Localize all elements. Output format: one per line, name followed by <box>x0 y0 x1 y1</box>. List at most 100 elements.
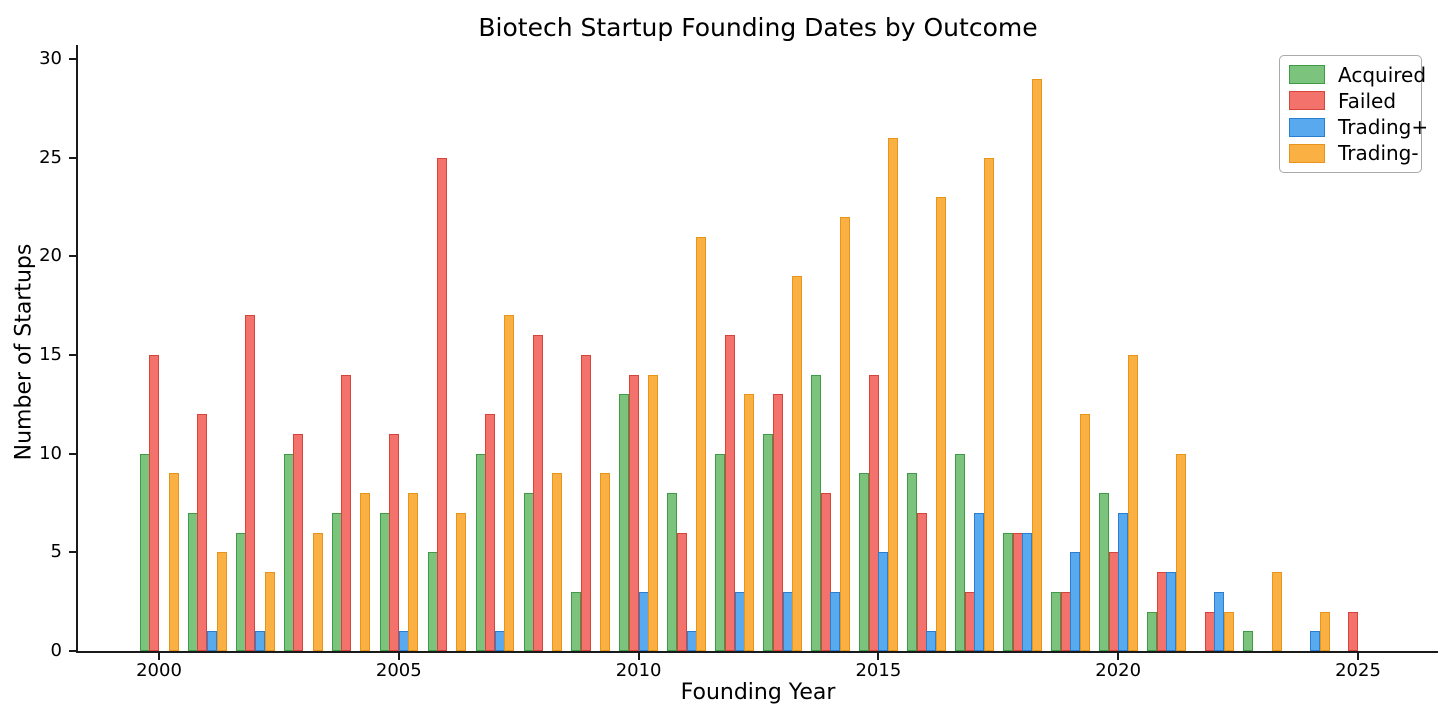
bar-failed-2010 <box>629 374 639 651</box>
bar-trading-2024 <box>1310 631 1320 651</box>
bar-failed-2019 <box>1060 591 1071 651</box>
y-axis-spine <box>76 45 78 653</box>
bar-trading-2016 <box>936 197 946 651</box>
bar-failed-2018 <box>1012 532 1023 651</box>
legend-swatch <box>1289 65 1325 84</box>
bar-failed-2022 <box>1204 611 1215 651</box>
bar-failed-2005 <box>389 433 400 651</box>
x-tick-label: 2010 <box>615 660 662 681</box>
bar-trading-2005 <box>408 493 419 651</box>
x-axis-spine <box>76 651 1438 653</box>
legend-item-trading: Trading+ <box>1289 115 1428 140</box>
bar-trading-2011 <box>686 631 697 651</box>
y-tick-label: 30 <box>39 47 62 69</box>
x-tick-label: 2025 <box>1335 660 1381 681</box>
bar-trading-2014 <box>830 591 841 651</box>
bar-acquired-2015 <box>859 473 870 651</box>
bar-trading-2006 <box>456 512 467 651</box>
bar-acquired-2000 <box>139 453 150 651</box>
y-tick-mark <box>69 156 76 159</box>
bar-failed-2015 <box>868 374 879 651</box>
bar-acquired-2006 <box>427 552 438 651</box>
bar-failed-2020 <box>1108 552 1119 651</box>
bar-trading-2017 <box>983 157 994 651</box>
bar-acquired-2020 <box>1099 493 1109 651</box>
bar-failed-2004 <box>341 374 352 651</box>
bar-acquired-2007 <box>475 453 486 651</box>
legend-swatch <box>1289 117 1325 137</box>
bar-failed-2008 <box>533 335 544 651</box>
x-tick-mark <box>637 653 640 660</box>
y-tick-label: 15 <box>39 343 62 365</box>
y-tick-label: 5 <box>50 541 62 563</box>
bar-failed-2000 <box>149 354 160 651</box>
bar-trading-2020 <box>1127 354 1138 651</box>
bar-trading-2018 <box>1022 532 1033 651</box>
bar-trading-2014 <box>840 216 850 651</box>
bar-failed-2012 <box>724 335 735 651</box>
bar-acquired-2002 <box>235 532 246 651</box>
legend-item-failed: Failed <box>1289 88 1411 113</box>
chart-title: Biotech Startup Founding Dates by Outcom… <box>478 13 1038 42</box>
bar-acquired-2017 <box>955 453 966 651</box>
bar-trading-2003 <box>312 532 323 651</box>
bar-trading-2011 <box>696 236 707 651</box>
bar-trading-2015 <box>888 137 898 651</box>
bar-failed-2011 <box>677 532 687 651</box>
bar-failed-2007 <box>485 414 496 651</box>
x-tick-label: 2005 <box>375 660 422 681</box>
legend-item-acquired: Acquired <box>1289 62 1426 87</box>
legend-label: Trading- <box>1338 141 1419 166</box>
bar-failed-2025 <box>1348 611 1359 651</box>
bar-acquired-2016 <box>907 473 918 651</box>
bar-failed-2013 <box>772 394 783 651</box>
bar-trading-2022 <box>1214 591 1225 651</box>
bar-trading-2021 <box>1175 453 1186 651</box>
bar-trading-2010 <box>638 591 649 651</box>
bar-acquired-2004 <box>331 512 342 651</box>
bar-acquired-2023 <box>1242 631 1253 651</box>
bar-trading-2015 <box>878 552 889 651</box>
bar-trading-2000 <box>168 473 179 651</box>
x-tick-mark <box>397 653 400 660</box>
bar-failed-2016 <box>916 512 927 651</box>
y-tick-mark <box>69 57 76 60</box>
x-tick-mark <box>877 653 880 660</box>
y-tick-mark <box>69 353 76 356</box>
x-axis-label: Founding Year <box>680 680 836 705</box>
bar-failed-2001 <box>197 414 208 651</box>
bar-trading-2023 <box>1271 572 1282 651</box>
bar-trading-2001 <box>207 631 217 651</box>
bar-trading-2002 <box>264 572 275 651</box>
bar-trading-2009 <box>600 473 611 651</box>
bar-failed-2006 <box>437 157 448 651</box>
bar-acquired-2013 <box>763 433 774 651</box>
legend-swatch <box>1289 143 1325 163</box>
bar-trading-2019 <box>1070 552 1081 651</box>
bar-acquired-2018 <box>1003 532 1014 651</box>
legend-item-trading: Trading- <box>1289 141 1419 166</box>
bar-trading-2002 <box>254 631 265 651</box>
bar-trading-2020 <box>1118 512 1129 651</box>
bar-trading-2012 <box>744 394 755 651</box>
bar-acquired-2008 <box>523 493 534 651</box>
bar-acquired-2010 <box>619 394 630 651</box>
x-tick-mark <box>1357 653 1359 660</box>
y-tick-label: 10 <box>39 442 62 464</box>
bar-trading-2018 <box>1031 78 1042 651</box>
bar-trading-2007 <box>494 631 505 651</box>
legend-swatch <box>1289 91 1325 111</box>
bar-trading-2022 <box>1223 611 1234 651</box>
bar-failed-2021 <box>1156 572 1167 651</box>
legend-label: Acquired <box>1338 62 1427 87</box>
y-tick-mark <box>69 452 76 455</box>
x-tick-label: 2020 <box>1095 660 1142 681</box>
y-tick-mark <box>69 551 76 554</box>
bar-trading-2016 <box>926 631 937 651</box>
bar-failed-2002 <box>245 315 256 651</box>
bar-trading-2008 <box>552 473 563 651</box>
legend-label: Trading+ <box>1338 115 1429 140</box>
bar-acquired-2019 <box>1051 591 1061 651</box>
y-tick-mark <box>69 255 76 258</box>
